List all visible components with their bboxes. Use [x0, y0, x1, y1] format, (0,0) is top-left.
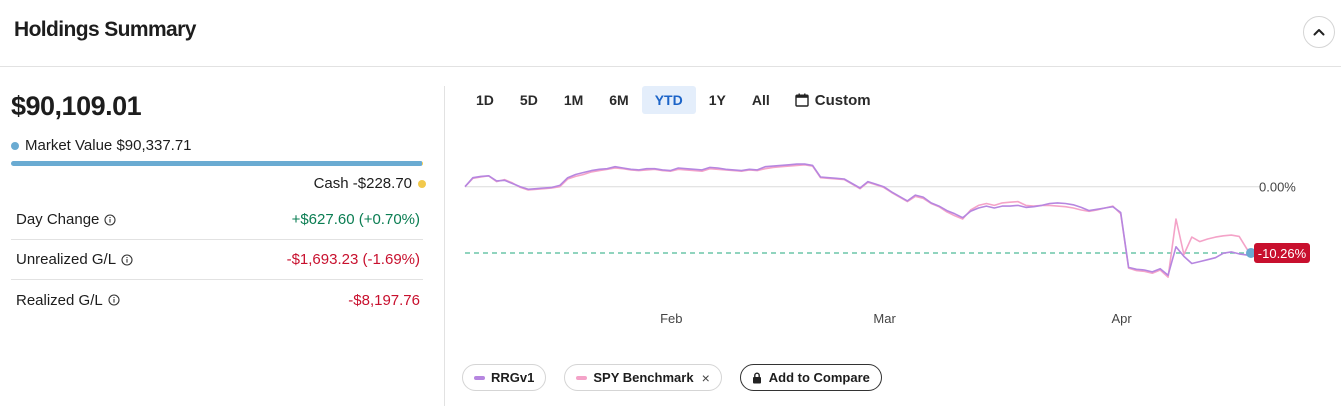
day-change-value: +$627.60 (+0.70%) [291, 211, 420, 228]
cash-label: Cash [313, 175, 349, 192]
total-value: $90,109.01 [11, 91, 142, 121]
chart-svg: 0.00% -10.26% Feb Mar Apr [464, 163, 1310, 326]
unrealized-gl-value: -$1,693.23 (-1.69%) [286, 251, 420, 268]
current-value-dot [1246, 247, 1256, 258]
legend-swatch [576, 375, 588, 380]
cash-dot [418, 179, 426, 188]
add-to-compare-button[interactable]: Add to Compare [739, 364, 882, 391]
page-title: Holdings Summary [14, 18, 196, 41]
realized-gl-value: -$8,197.76 [348, 291, 420, 309]
calendar-icon [795, 93, 809, 107]
unrealized-gl-row: Unrealized G/L -$1,693.23 (-1.69%) [11, 240, 423, 280]
legend-label: RRGv1 [491, 370, 535, 385]
range-custom-label: Custom [814, 91, 871, 109]
info-icon[interactable] [121, 253, 133, 266]
range-6m[interactable]: 6M [609, 92, 629, 108]
close-icon[interactable]: × [701, 369, 710, 386]
holdings-summary-header: Holdings Summary [0, 0, 1341, 67]
time-range-selector: 1D 5D 1M 6M YTD 1Y All Custom [463, 86, 884, 114]
day-change-row: Day Change +$627.60 (+0.70%) [11, 200, 423, 240]
collapse-button[interactable] [1303, 16, 1335, 48]
chevron-up-icon [1313, 29, 1325, 36]
x-tick-label-apr: Apr [1111, 311, 1132, 326]
chart-legend: RRGv1 SPY Benchmark × Add to Compare [462, 364, 900, 391]
allocation-bar [11, 161, 423, 166]
unrealized-gl-label: Unrealized G/L [16, 251, 117, 268]
cash-line: Cash -$228.70 [314, 175, 426, 192]
day-change-label: Day Change [16, 211, 100, 228]
range-1d[interactable]: 1D [476, 92, 494, 108]
realized-gl-row: Realized G/L -$8,197.76 [11, 280, 423, 320]
zero-reference-label: 0.00% [1259, 180, 1296, 195]
market-value-line: Market Value $90,337.71 [11, 137, 192, 154]
series-line [464, 163, 1256, 278]
add-to-compare-label: Add to Compare [768, 370, 870, 385]
x-tick-label-feb: Feb [660, 311, 682, 326]
market-value-label: Market Value [25, 137, 113, 154]
summary-panel: $90,109.01 Market Value $90,337.71 Cash … [0, 67, 444, 417]
market-value-fill [11, 161, 422, 166]
legend-label: SPY Benchmark [593, 370, 694, 385]
panel-divider [444, 86, 445, 406]
performance-chart: 0.00% -10.26% Feb Mar Apr [455, 140, 1341, 340]
range-5d[interactable]: 5D [519, 92, 538, 108]
info-icon[interactable] [108, 294, 120, 306]
lock-icon [752, 372, 762, 384]
current-value-badge [1254, 242, 1310, 263]
info-icon[interactable] [104, 213, 116, 226]
current-value-label: -10.26% [1258, 246, 1307, 261]
x-tick-label-mar: Mar [873, 311, 896, 326]
market-value-dot [11, 141, 19, 150]
series-layer [464, 163, 1256, 278]
market-value-amount: $90,337.71 [116, 137, 192, 154]
realized-gl-label: Realized G/L [16, 291, 103, 309]
range-1y[interactable]: 1Y [708, 92, 726, 108]
legend-swatch [474, 375, 485, 380]
cash-fill [421, 161, 423, 166]
cash-amount: -$228.70 [352, 175, 412, 192]
series-line [464, 163, 1256, 276]
range-all[interactable]: All [751, 92, 770, 108]
legend-chip-rrgv1[interactable]: RRGv1 [462, 364, 547, 391]
range-1m[interactable]: 1M [563, 92, 584, 108]
range-ytd[interactable]: YTD [641, 86, 696, 114]
legend-chip-spy-benchmark[interactable]: SPY Benchmark × [564, 364, 722, 391]
range-custom[interactable]: Custom [783, 86, 884, 114]
